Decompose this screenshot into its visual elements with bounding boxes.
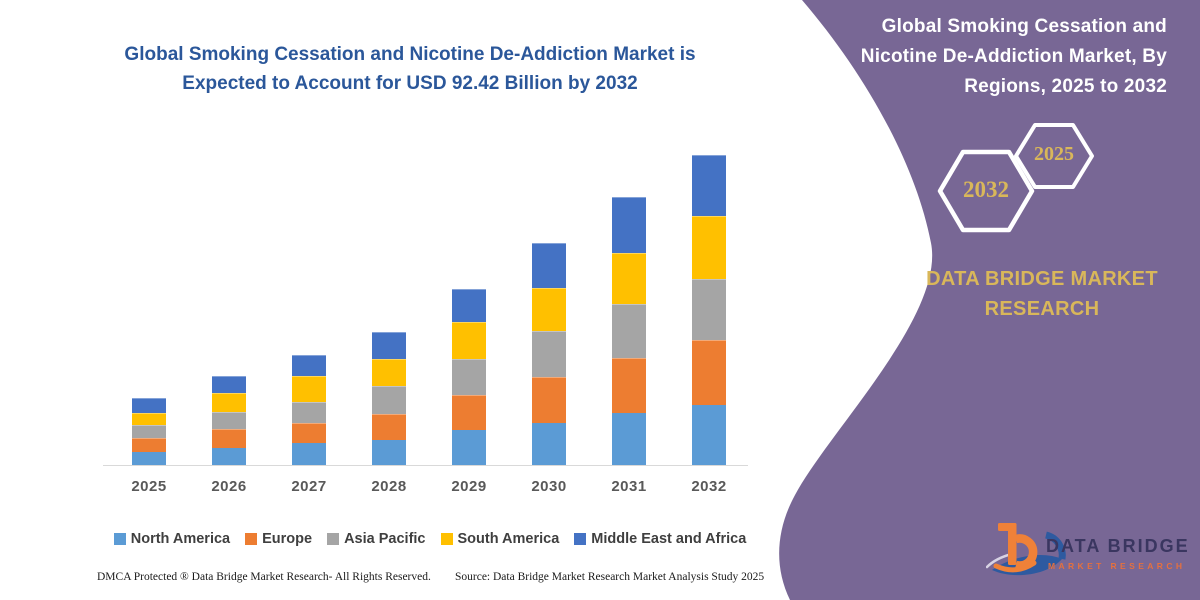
bar-segment-2028-middle-east-and-africa: [372, 331, 406, 359]
hexagon-badge-2032: 2032: [936, 148, 1036, 234]
purple-panel-background: [779, 0, 1200, 600]
bar-segment-2027-asia-pacific: [292, 402, 326, 424]
hexagon-badge-2025: 2025: [1013, 122, 1095, 190]
legend-label: North America: [130, 531, 231, 547]
bar-segment-2028-asia-pacific: [372, 386, 406, 414]
bar-segment-2026-europe: [212, 429, 246, 449]
bar-segment-2031-asia-pacific: [612, 304, 646, 359]
hexagon-icon: [937, 149, 1035, 233]
bar-2032: [692, 154, 726, 465]
bar-segment-2030-south-america: [532, 287, 566, 332]
bar-segment-2026-north-america: [212, 448, 246, 465]
copyright-text: DMCA Protected ® Data Bridge Market Rese…: [97, 571, 431, 583]
chart-title-line1: Global Smoking Cessation and Nicotine De…: [124, 44, 696, 65]
x-axis-line: [103, 465, 748, 466]
x-axis-label-2028: 2028: [371, 478, 407, 495]
bar-segment-2029-north-america: [452, 430, 486, 465]
bar-segment-2029-south-america: [452, 322, 486, 359]
x-axis-label-2030: 2030: [531, 478, 567, 495]
bar-segment-2027-europe: [292, 423, 326, 443]
bar-segment-2031-south-america: [612, 253, 646, 305]
bar-segment-2032-asia-pacific: [692, 278, 726, 341]
bar-segment-2030-middle-east-and-africa: [532, 243, 566, 288]
bar-segment-2030-europe: [532, 376, 566, 423]
legend-label: Middle East and Africa: [591, 531, 747, 547]
stacked-bar-chart: [100, 140, 760, 465]
bar-segment-2028-europe: [372, 413, 406, 440]
bar-2025: [132, 397, 166, 465]
legend-marker-icon: [327, 533, 340, 545]
bar-segment-2031-north-america: [612, 413, 646, 465]
bar-2027: [292, 354, 326, 465]
x-axis-label-2026: 2026: [211, 478, 247, 495]
hexagon-large-label: 2032: [963, 177, 1009, 202]
logo-text-top: DATA BRIDGE: [1046, 536, 1190, 556]
hexagon-icon: [1014, 123, 1094, 189]
legend-marker-icon: [440, 533, 453, 545]
legend-marker-icon: [113, 533, 126, 545]
legend-label: Asia Pacific: [344, 531, 426, 547]
bar-segment-2027-south-america: [292, 376, 326, 403]
bar-segment-2031-middle-east-and-africa: [612, 197, 646, 254]
x-axis-label-2031: 2031: [611, 478, 647, 495]
legend-marker-icon: [574, 533, 587, 545]
bar-segment-2028-north-america: [372, 439, 406, 465]
x-axis-labels: 2025 2026 2027 2028 2029 2030 2031 2032: [100, 478, 760, 502]
brand-line2: RESEARCH: [984, 298, 1100, 320]
bar-segment-2029-middle-east-and-africa: [452, 288, 486, 323]
x-axis-label-2027: 2027: [291, 478, 327, 495]
bar-segment-2027-middle-east-and-africa: [292, 354, 326, 377]
bar-segment-2030-north-america: [532, 422, 566, 465]
legend-item-europe: Europe: [245, 531, 312, 547]
x-axis-label-2025: 2025: [131, 478, 167, 495]
bar-segment-2025-middle-east-and-africa: [132, 397, 166, 414]
bar-segment-2026-south-america: [212, 393, 246, 413]
chart-title-line2: Expected to Account for USD 92.42 Billio…: [182, 73, 638, 94]
bar-segment-2031-europe: [612, 358, 646, 414]
bar-segment-2028-south-america: [372, 358, 406, 387]
brand-wordmark: DATA BRIDGE MARKET RESEARCH: [912, 264, 1172, 324]
bar-segment-2029-europe: [452, 395, 486, 431]
legend-item-asia-pacific: Asia Pacific: [327, 531, 426, 547]
x-axis-label-2032: 2032: [691, 478, 727, 495]
legend-marker-icon: [245, 533, 258, 545]
bar-2029: [452, 288, 486, 465]
bar-segment-2026-middle-east-and-africa: [212, 376, 246, 394]
bar-segment-2032-middle-east-and-africa: [692, 154, 726, 217]
brand-line1: DATA BRIDGE MARKET: [926, 268, 1158, 290]
x-axis-label-2029: 2029: [451, 478, 487, 495]
bar-2031: [612, 197, 646, 465]
hexagon-small-label: 2025: [1034, 143, 1074, 165]
bar-segment-2025-north-america: [132, 451, 166, 465]
legend-item-south-america: South America: [440, 531, 560, 547]
legend-label: Europe: [262, 531, 313, 547]
bar-segment-2025-asia-pacific: [132, 424, 166, 439]
panel-title: Global Smoking Cessation and Nicotine De…: [860, 16, 1167, 97]
source-text: Source: Data Bridge Market Research Mark…: [455, 571, 765, 583]
bar-2026: [212, 376, 246, 465]
bar-segment-2025-south-america: [132, 413, 166, 425]
purple-panel-shape: [779, 0, 1200, 600]
bar-2030: [532, 243, 566, 465]
bar-segment-2032-europe: [692, 340, 726, 406]
bar-segment-2029-asia-pacific: [452, 358, 486, 396]
bar-2028: [372, 331, 406, 465]
logo-text-bottom: MARKET RESEARCH: [1048, 561, 1185, 571]
bar-segment-2027-north-america: [292, 442, 326, 465]
bar-segment-2032-north-america: [692, 405, 726, 465]
data-bridge-logo-icon: DATA BRIDGE MARKET RESEARCH: [986, 523, 1190, 576]
legend-label: South America: [457, 531, 560, 547]
bar-segment-2026-asia-pacific: [212, 412, 246, 430]
bar-segment-2025-europe: [132, 438, 166, 452]
legend-item-north-america: North America: [113, 531, 231, 547]
chart-legend: North America Europe Asia Pacific South Ame…: [95, 531, 765, 547]
bar-segment-2030-asia-pacific: [532, 331, 566, 377]
chart-title: Global Smoking Cessation and Nicotine De…: [70, 40, 750, 98]
legend-item-middle-east-and-africa: Middle East and Africa: [574, 531, 746, 547]
bar-segment-2032-south-america: [692, 216, 726, 279]
